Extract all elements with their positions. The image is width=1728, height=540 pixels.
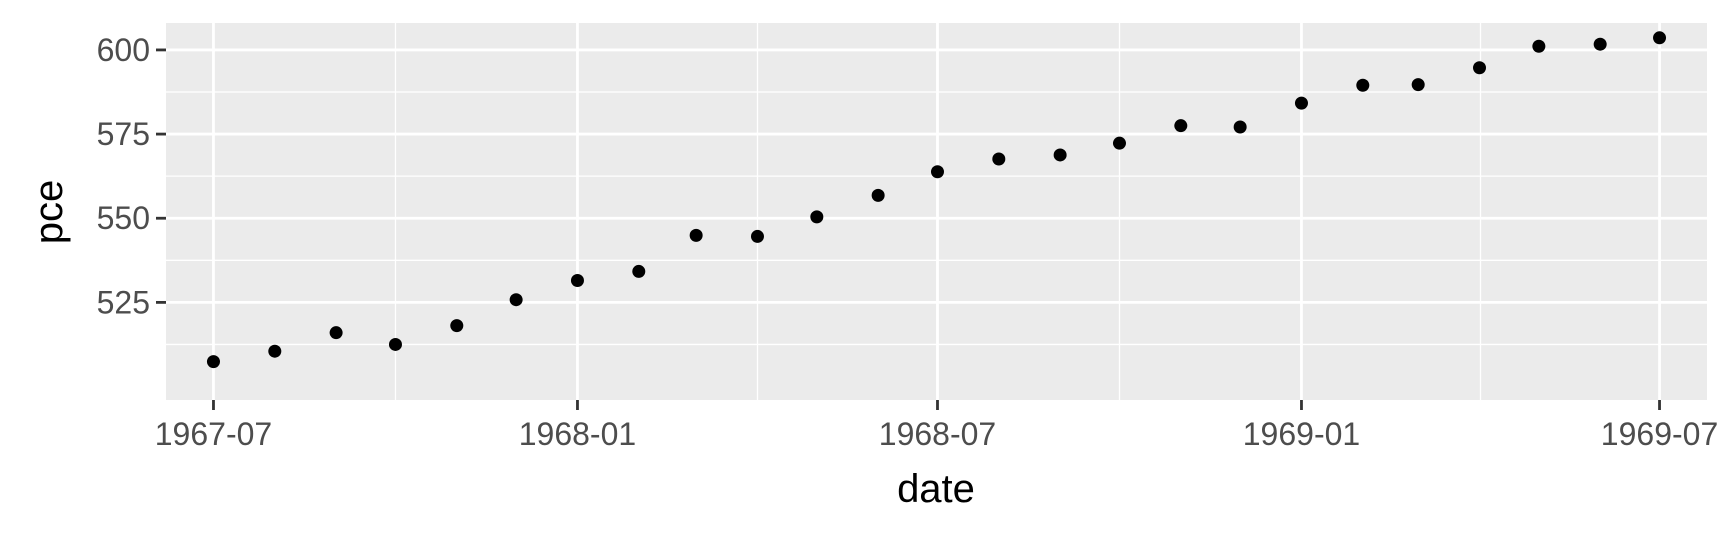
y-tick-label: 550 [97, 200, 150, 236]
x-axis: 1967-07 1968-01 1968-07 1969-01 1969-07 [155, 400, 1718, 452]
data-point [1053, 148, 1067, 162]
data-point [930, 165, 944, 179]
x-tick-label: 1969-07 [1601, 416, 1718, 452]
data-point [689, 228, 703, 242]
data-point [1532, 39, 1546, 53]
data-point [1473, 61, 1487, 75]
data-point [570, 274, 584, 288]
data-point [1653, 31, 1667, 45]
data-point [1294, 96, 1308, 110]
major-gridlines [166, 23, 1707, 400]
data-points [206, 31, 1667, 369]
y-axis-title: pce [27, 180, 71, 245]
data-point [992, 152, 1006, 166]
data-point [268, 344, 282, 358]
y-tick-label: 600 [97, 32, 150, 68]
y-tick-label: 525 [97, 284, 150, 320]
data-point [329, 326, 343, 340]
data-point [1356, 78, 1370, 92]
x-tick-label: 1968-07 [879, 416, 996, 452]
data-point [509, 293, 523, 307]
y-axis: 525 550 575 600 [97, 32, 166, 320]
x-tick-label: 1967-07 [155, 416, 272, 452]
data-point [1593, 37, 1607, 51]
data-point [1411, 78, 1425, 92]
data-point [206, 355, 220, 369]
data-point [1112, 136, 1126, 150]
x-tick-label: 1968-01 [519, 416, 636, 452]
data-point [388, 337, 402, 351]
data-point [1174, 119, 1188, 133]
data-point [1233, 120, 1247, 134]
data-point [750, 229, 764, 243]
data-point [810, 210, 824, 224]
x-tick-label: 1969-01 [1243, 416, 1360, 452]
x-axis-title: date [897, 467, 975, 511]
data-point [450, 319, 464, 333]
data-point [871, 188, 885, 202]
y-tick-label: 575 [97, 116, 150, 152]
data-point [632, 264, 646, 278]
